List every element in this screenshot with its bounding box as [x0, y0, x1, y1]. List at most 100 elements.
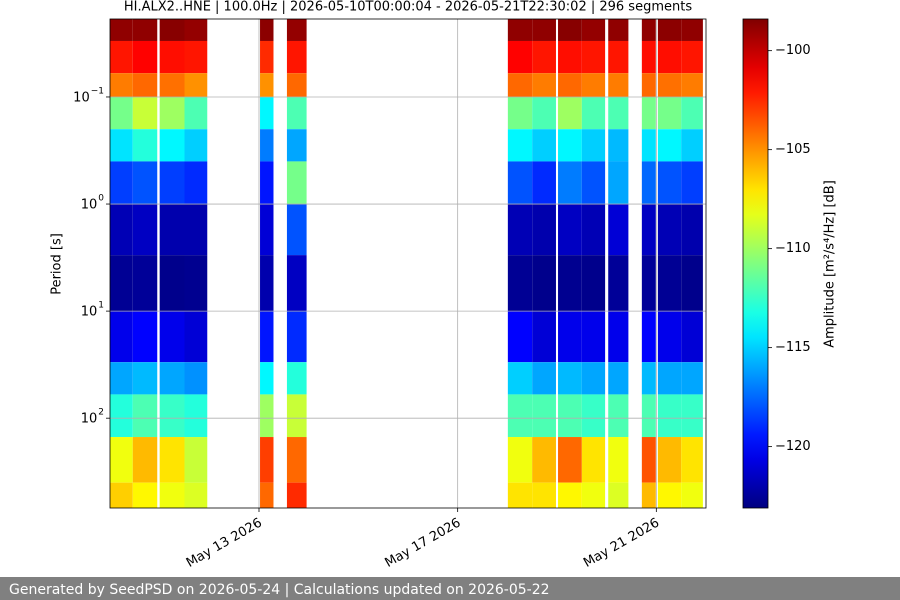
cell	[184, 482, 208, 508]
cell	[184, 255, 208, 312]
cell	[286, 96, 307, 130]
cell	[657, 204, 682, 256]
cell	[681, 394, 703, 438]
x-tick-label: May 21 2026	[581, 516, 662, 571]
cell	[532, 73, 556, 97]
cell	[641, 362, 656, 395]
cell	[286, 362, 307, 395]
cell	[558, 362, 582, 395]
cell	[286, 255, 307, 312]
cell	[132, 255, 158, 312]
cell	[657, 19, 682, 41]
cell	[681, 204, 703, 256]
cell	[558, 394, 582, 438]
cell	[657, 482, 682, 508]
cell	[681, 482, 703, 508]
cell	[184, 437, 208, 483]
cell	[608, 129, 629, 162]
cell	[184, 96, 208, 130]
cell	[507, 129, 533, 162]
cell	[581, 40, 606, 74]
cell	[641, 161, 656, 205]
cell	[608, 161, 629, 205]
cell	[286, 40, 307, 74]
cell	[532, 19, 556, 41]
cell	[657, 40, 682, 74]
cell	[159, 255, 185, 312]
y-tick-exponent: 1	[98, 301, 104, 311]
cell	[532, 161, 556, 205]
cell	[159, 482, 185, 508]
cell	[532, 255, 556, 312]
cell	[286, 311, 307, 363]
cell	[681, 437, 703, 483]
cell	[184, 129, 208, 162]
cell	[608, 311, 629, 363]
cell	[159, 40, 185, 74]
cell	[608, 482, 629, 508]
cell	[581, 437, 606, 483]
cell	[532, 204, 556, 256]
cell	[132, 362, 158, 395]
cell	[507, 19, 533, 41]
cell	[581, 161, 606, 205]
cell	[558, 161, 582, 205]
cell	[507, 311, 533, 363]
cell	[286, 73, 307, 97]
cell	[260, 482, 274, 508]
cell	[532, 437, 556, 483]
cell	[657, 311, 682, 363]
cell	[260, 161, 274, 205]
cell	[581, 311, 606, 363]
cell	[507, 394, 533, 438]
cell	[507, 40, 533, 74]
y-tick-label: 10	[81, 305, 98, 320]
cell	[608, 437, 629, 483]
cell	[641, 73, 656, 97]
cell	[641, 311, 656, 363]
cell	[260, 19, 274, 41]
cell	[159, 311, 185, 363]
cell	[608, 96, 629, 130]
cell	[558, 19, 582, 41]
colorbar-tick-label: −115	[775, 340, 811, 355]
cell	[286, 394, 307, 438]
cell	[184, 394, 208, 438]
cell	[110, 129, 133, 162]
cell	[159, 73, 185, 97]
cell	[641, 40, 656, 74]
cell	[657, 129, 682, 162]
cell	[532, 40, 556, 74]
cell	[132, 73, 158, 97]
cell	[507, 482, 533, 508]
cell	[132, 437, 158, 483]
cell	[532, 362, 556, 395]
cell	[184, 311, 208, 363]
cell	[558, 96, 582, 130]
cell	[581, 204, 606, 256]
cell	[581, 96, 606, 130]
cell	[260, 204, 274, 256]
cell	[507, 73, 533, 97]
cell	[558, 204, 582, 256]
cell	[159, 437, 185, 483]
cell	[286, 204, 307, 256]
cell	[507, 161, 533, 205]
cell	[132, 482, 158, 508]
plot-frame	[109, 18, 707, 509]
cell	[532, 311, 556, 363]
cell	[260, 362, 274, 395]
cell	[657, 255, 682, 312]
cell	[159, 204, 185, 256]
cell	[641, 394, 656, 438]
cell	[507, 362, 533, 395]
cell	[132, 204, 158, 256]
cell	[657, 73, 682, 97]
cell	[558, 482, 582, 508]
cell	[184, 362, 208, 395]
y-tick-exponent: 0	[98, 194, 104, 204]
cell	[641, 204, 656, 256]
colorbar	[742, 18, 769, 509]
cell	[184, 161, 208, 205]
cell	[681, 96, 703, 130]
